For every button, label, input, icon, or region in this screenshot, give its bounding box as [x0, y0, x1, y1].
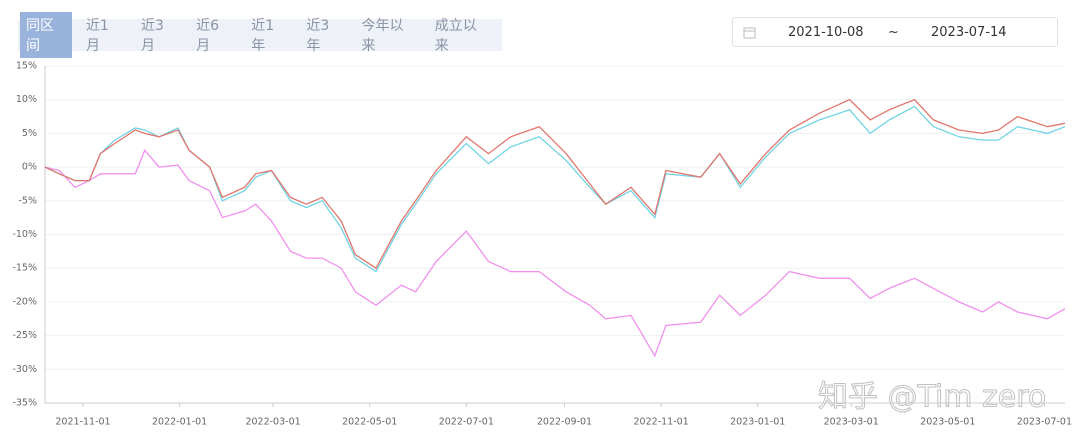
x-tick-label: 2023-07-01 [1017, 417, 1072, 428]
x-tick-label: 2021-11-01 [55, 417, 110, 428]
range-tab[interactable]: 近1月 [85, 18, 109, 54]
range-tab[interactable]: 今年以来 [361, 18, 404, 54]
x-tick-label: 2022-01-01 [152, 417, 207, 428]
start-date[interactable]: 2021-10-08 [788, 25, 864, 40]
range-tab[interactable]: 近3月 [141, 18, 164, 54]
x-tick-label: 2023-03-01 [824, 417, 879, 428]
end-date[interactable]: 2023-07-14 [931, 25, 1007, 40]
x-tick-label: 2023-05-01 [920, 417, 975, 428]
series-line [44, 149, 1066, 358]
y-tick-label: -15% [12, 263, 37, 274]
y-tick-label: -35% [12, 398, 37, 409]
y-tick-label: -10% [12, 229, 37, 240]
range-tab[interactable]: 近3年 [306, 18, 330, 54]
y-tick-label: 0% [22, 162, 37, 173]
x-tick-label: 2022-07-01 [439, 417, 494, 428]
x-tick-label: 2022-03-01 [245, 417, 300, 428]
range-tabs: 同区间 近1月 近3月 近6月 近1年 近3年 今年以来 成立以来 [18, 12, 502, 58]
series-line [44, 98, 1066, 270]
x-tick-label: 2022-11-01 [634, 417, 689, 428]
series-line [44, 105, 1066, 273]
x-tick-label: 2023-01-01 [730, 417, 785, 428]
y-tick-label: -30% [12, 364, 37, 375]
separator: ~ [888, 25, 899, 40]
y-tick-label: 15% [16, 61, 37, 72]
date-picker[interactable]: 2021-10-08 ~ 2023-07-14 [732, 17, 1058, 47]
range-tab[interactable]: 近1年 [251, 18, 275, 54]
range-tab[interactable]: 同区间 [20, 12, 72, 58]
calendar-icon [743, 27, 756, 39]
y-tick-label: -5% [19, 195, 38, 206]
watermark: 知乎 @Tim zero [818, 380, 1046, 415]
y-tick-label: 10% [16, 94, 37, 105]
range-tab[interactable]: 近6月 [196, 18, 220, 54]
x-tick-label: 2022-09-01 [537, 417, 592, 428]
y-tick-label: -25% [12, 330, 37, 341]
y-tick-label: 5% [22, 128, 37, 139]
x-tick-label: 2022-05-01 [342, 417, 397, 428]
y-tick-label: -20% [12, 296, 37, 307]
range-tab[interactable]: 成立以来 [434, 18, 477, 54]
